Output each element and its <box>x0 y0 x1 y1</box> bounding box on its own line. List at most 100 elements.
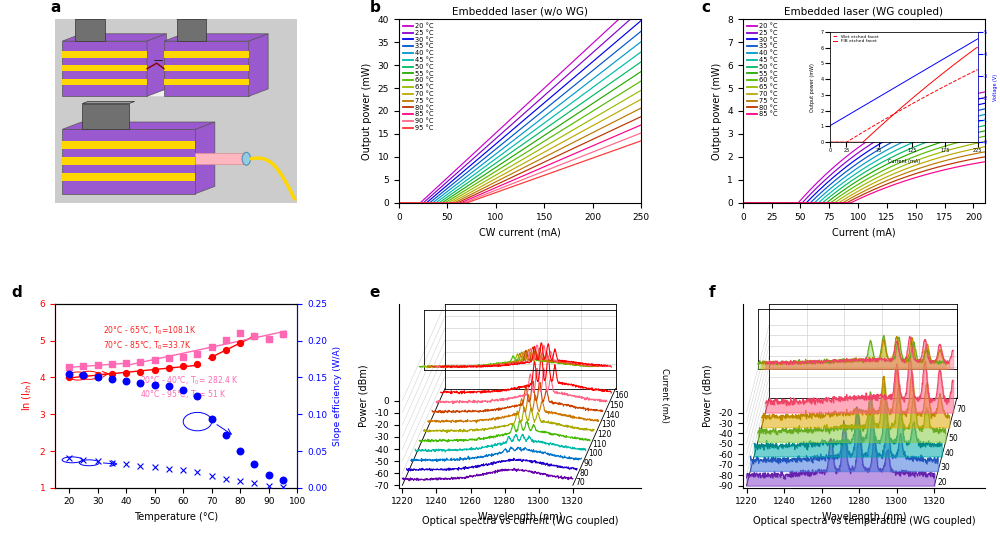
80 °C <box>536 160 548 167</box>
Point <box>275 476 291 485</box>
25 °C <box>780 199 792 206</box>
70 °C <box>919 159 931 165</box>
35 °C <box>455 174 467 180</box>
55 °C <box>780 199 792 206</box>
55 °C <box>502 156 514 162</box>
90 °C <box>436 199 448 206</box>
Point <box>189 467 205 476</box>
65 °C <box>880 170 892 177</box>
Point <box>147 463 163 471</box>
50 °C <box>737 199 749 206</box>
90 °C <box>502 182 514 189</box>
75 °C <box>780 199 792 206</box>
60 °C <box>799 199 811 206</box>
95 °C <box>635 137 647 144</box>
Text: e: e <box>370 285 380 300</box>
Point <box>104 360 120 368</box>
75 °C <box>502 172 514 179</box>
60 °C <box>575 115 587 122</box>
65 °C <box>919 154 931 161</box>
30 °C <box>635 17 647 24</box>
35 °C <box>919 124 931 130</box>
Point <box>246 460 262 469</box>
55 °C <box>979 128 991 134</box>
65 °C <box>393 199 405 206</box>
95 °C <box>555 166 567 173</box>
35 °C <box>555 93 567 100</box>
25 °C <box>737 199 749 206</box>
Point <box>90 373 106 382</box>
70 °C <box>780 199 792 206</box>
45 °C <box>846 173 858 179</box>
70 °C <box>635 96 647 102</box>
45 °C <box>575 93 587 99</box>
Polygon shape <box>62 34 166 41</box>
Point <box>90 361 106 370</box>
Line: 60 °C: 60 °C <box>399 81 641 203</box>
Polygon shape <box>164 65 249 71</box>
Text: 40°C - 95°C, T$_0$= 51 K: 40°C - 95°C, T$_0$= 51 K <box>140 389 226 401</box>
70 °C <box>737 199 749 206</box>
Polygon shape <box>62 129 195 193</box>
75 °C <box>635 105 647 111</box>
Title: Optical spectra vs temperature (WG coupled): Optical spectra vs temperature (WG coupl… <box>753 516 975 525</box>
Point <box>75 362 91 371</box>
50 °C <box>919 140 931 146</box>
Point <box>61 370 77 378</box>
Polygon shape <box>249 34 268 96</box>
60 °C <box>555 128 567 134</box>
35 °C <box>899 132 911 139</box>
90 °C <box>555 161 567 168</box>
Point <box>275 330 291 338</box>
Point <box>75 371 91 380</box>
95 °C <box>393 199 405 206</box>
85 °C <box>635 122 647 128</box>
80 °C <box>436 199 448 206</box>
55 °C <box>555 122 567 128</box>
55 °C <box>635 68 647 75</box>
30 °C <box>919 118 931 125</box>
25 °C <box>555 78 567 84</box>
85 °C <box>899 178 911 184</box>
55 °C <box>799 199 811 206</box>
70 °C <box>846 191 858 198</box>
Line: 30 °C: 30 °C <box>399 21 641 203</box>
60 °C <box>899 158 911 164</box>
35 °C <box>575 76 587 83</box>
50 °C <box>575 100 587 107</box>
Y-axis label: Output power (mW): Output power (mW) <box>362 62 372 160</box>
Point <box>204 471 220 480</box>
Polygon shape <box>164 41 249 96</box>
Line: 30 °C: 30 °C <box>743 103 985 203</box>
Text: 140: 140 <box>605 411 620 420</box>
Point <box>90 457 106 465</box>
Point <box>161 354 177 363</box>
30 °C <box>846 159 858 166</box>
50 °C <box>780 199 792 206</box>
70 °C <box>555 140 567 147</box>
Line: 45 °C: 45 °C <box>399 52 641 203</box>
Title: Optical spectra vs current (WG coupled): Optical spectra vs current (WG coupled) <box>422 516 618 525</box>
Y-axis label: Slope efficiency (W/A): Slope efficiency (W/A) <box>333 346 342 446</box>
65 °C <box>502 165 514 171</box>
35 °C <box>436 190 448 196</box>
25 °C <box>575 59 587 66</box>
20 °C <box>455 162 467 168</box>
Point <box>118 359 134 367</box>
X-axis label: Wavelength (nm): Wavelength (nm) <box>822 512 906 522</box>
Line: 50 °C: 50 °C <box>743 125 985 203</box>
20 °C <box>899 116 911 123</box>
40 °C <box>393 199 405 206</box>
Line: 75 °C: 75 °C <box>743 152 985 203</box>
Line: 25 °C: 25 °C <box>399 10 641 203</box>
50 °C <box>502 151 514 158</box>
Ellipse shape <box>242 153 251 165</box>
25 °C <box>919 112 931 119</box>
60 °C <box>979 133 991 140</box>
45 °C <box>502 146 514 153</box>
70 °C <box>393 199 405 206</box>
40 °C <box>502 141 514 148</box>
85 °C <box>799 199 811 206</box>
Text: 20°C - 65°C, T$_0$=108.1K: 20°C - 65°C, T$_0$=108.1K <box>103 324 197 337</box>
Polygon shape <box>195 122 215 193</box>
